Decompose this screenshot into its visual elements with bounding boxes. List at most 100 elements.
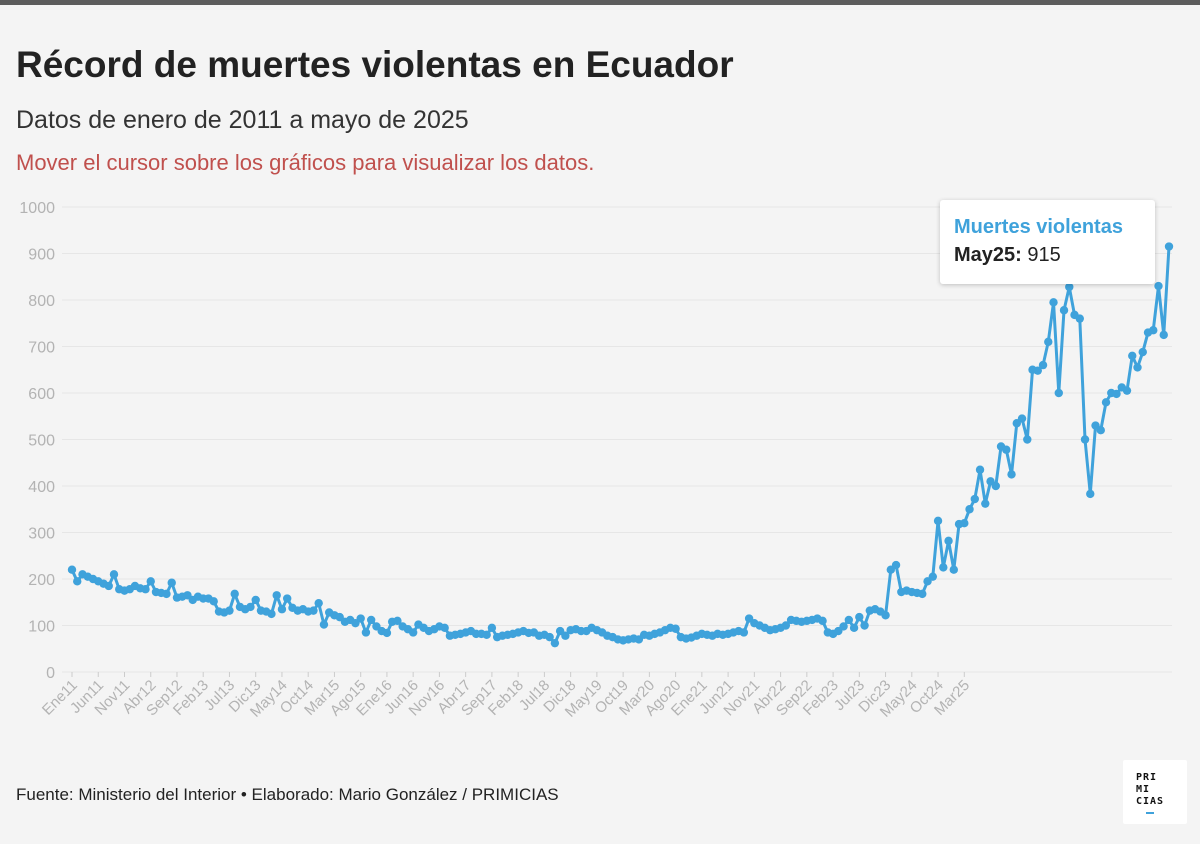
data-point[interactable] xyxy=(1101,398,1111,407)
data-point[interactable] xyxy=(1054,388,1063,398)
data-point[interactable] xyxy=(960,519,969,528)
data-point[interactable] xyxy=(167,578,176,587)
data-point[interactable] xyxy=(109,570,119,579)
data-point[interactable] xyxy=(277,605,287,614)
data-point[interactable] xyxy=(939,563,948,572)
data-point[interactable] xyxy=(891,560,901,570)
data-point[interactable] xyxy=(356,614,365,623)
data-point[interactable] xyxy=(104,581,113,591)
data-point[interactable] xyxy=(272,591,281,600)
data-point[interactable] xyxy=(1007,470,1016,479)
data-point[interactable] xyxy=(739,628,749,637)
logo-text-line1: PRI xyxy=(1136,772,1158,783)
data-point[interactable] xyxy=(1044,337,1053,347)
data-point[interactable] xyxy=(918,589,927,599)
data-point[interactable] xyxy=(849,623,859,633)
data-point[interactable] xyxy=(1096,426,1105,435)
data-point[interactable] xyxy=(393,616,402,626)
data-point[interactable] xyxy=(839,622,848,631)
data-point[interactable] xyxy=(267,609,276,619)
data-point[interactable] xyxy=(1049,298,1058,307)
data-point[interactable] xyxy=(1112,389,1121,399)
data-point[interactable] xyxy=(361,628,371,637)
data-point[interactable] xyxy=(319,620,329,629)
primicias-logo[interactable]: PRI MI CIAS xyxy=(1123,760,1187,824)
data-point[interactable] xyxy=(671,624,680,633)
y-tick-label: 500 xyxy=(28,433,55,450)
y-tick-label: 1000 xyxy=(19,200,55,217)
data-point[interactable] xyxy=(246,602,255,612)
data-point[interactable] xyxy=(309,606,318,615)
data-point[interactable] xyxy=(482,630,491,639)
data-point[interactable] xyxy=(981,499,990,508)
data-point[interactable] xyxy=(550,638,560,648)
data-point[interactable] xyxy=(382,628,392,638)
data-point[interactable] xyxy=(855,612,864,622)
data-point[interactable] xyxy=(561,631,570,640)
data-point[interactable] xyxy=(1059,306,1069,315)
data-point[interactable] xyxy=(844,615,854,625)
data-point[interactable] xyxy=(230,589,239,599)
data-point[interactable] xyxy=(975,465,985,474)
data-point[interactable] xyxy=(944,536,953,546)
logo-accent-mark xyxy=(1146,812,1154,814)
data-point[interactable] xyxy=(209,597,218,606)
data-point[interactable] xyxy=(1038,360,1048,370)
data-point[interactable] xyxy=(1164,242,1174,251)
data-point[interactable] xyxy=(881,611,890,620)
y-tick-label: 100 xyxy=(28,619,55,636)
data-point[interactable] xyxy=(545,632,554,642)
data-point[interactable] xyxy=(1133,363,1142,372)
y-tick-label: 600 xyxy=(28,386,55,403)
data-point[interactable] xyxy=(366,615,376,625)
data-point[interactable] xyxy=(487,623,497,633)
data-point[interactable] xyxy=(1149,326,1158,335)
data-point[interactable] xyxy=(314,598,323,608)
data-point[interactable] xyxy=(1075,314,1084,323)
data-point[interactable] xyxy=(1065,282,1074,292)
data-point[interactable] xyxy=(1033,366,1042,375)
logo-text-line3: CIAS xyxy=(1136,796,1165,807)
data-point[interactable] xyxy=(1086,489,1095,499)
data-point[interactable] xyxy=(251,595,260,605)
data-point[interactable] xyxy=(283,594,292,603)
tooltip-value: 915 xyxy=(1027,244,1061,266)
data-point[interactable] xyxy=(141,585,150,594)
y-axis: 0 100 200 300 400 500 600 700 800 900 1000 xyxy=(19,200,55,682)
data-point[interactable] xyxy=(991,481,1000,491)
source-credit: Fuente: Ministerio del Interior • Elabor… xyxy=(16,785,559,804)
data-point[interactable] xyxy=(1122,386,1132,395)
data-point[interactable] xyxy=(970,494,979,504)
data-point[interactable] xyxy=(67,565,77,574)
data-point[interactable] xyxy=(1154,281,1163,291)
data-point[interactable] xyxy=(1138,347,1147,357)
data-point[interactable] xyxy=(1023,435,1032,444)
data-point[interactable] xyxy=(860,621,869,630)
data-point[interactable] xyxy=(933,516,943,526)
data-point[interactable] xyxy=(225,606,234,615)
tooltip-label: May25: xyxy=(954,244,1022,266)
data-point[interactable] xyxy=(440,623,449,633)
y-tick-label: 800 xyxy=(28,293,55,310)
data-point[interactable] xyxy=(1017,414,1027,423)
line-chart[interactable]: 0 100 200 300 400 500 600 700 800 900 1000 Ene11Ju… xyxy=(0,190,1200,760)
y-tick-label: 0 xyxy=(46,665,55,682)
data-point[interactable] xyxy=(73,577,82,586)
data-point[interactable] xyxy=(1159,330,1168,340)
data-point[interactable] xyxy=(928,572,938,581)
series-muertes-violentas[interactable] xyxy=(67,242,1174,648)
data-point[interactable] xyxy=(818,616,827,626)
hover-instruction: Mover el cursor sobre los gráficos para … xyxy=(16,150,595,175)
data-point[interactable] xyxy=(408,628,418,637)
data-point[interactable] xyxy=(781,621,791,630)
data-point[interactable] xyxy=(1080,435,1090,444)
data-point[interactable] xyxy=(1002,445,1011,454)
data-point[interactable] xyxy=(1128,351,1137,360)
data-point[interactable] xyxy=(949,565,958,574)
data-point[interactable] xyxy=(146,577,155,586)
data-point[interactable] xyxy=(162,589,171,599)
data-point[interactable] xyxy=(965,505,974,514)
chart-title: Récord de muertes violentas en Ecuador xyxy=(16,44,734,85)
x-axis: Ene11Jun11Nov11Abr12Sep12Feb13Jul13Dic13… xyxy=(39,672,973,721)
tooltip-series-name: Muertes violentas xyxy=(954,216,1123,238)
